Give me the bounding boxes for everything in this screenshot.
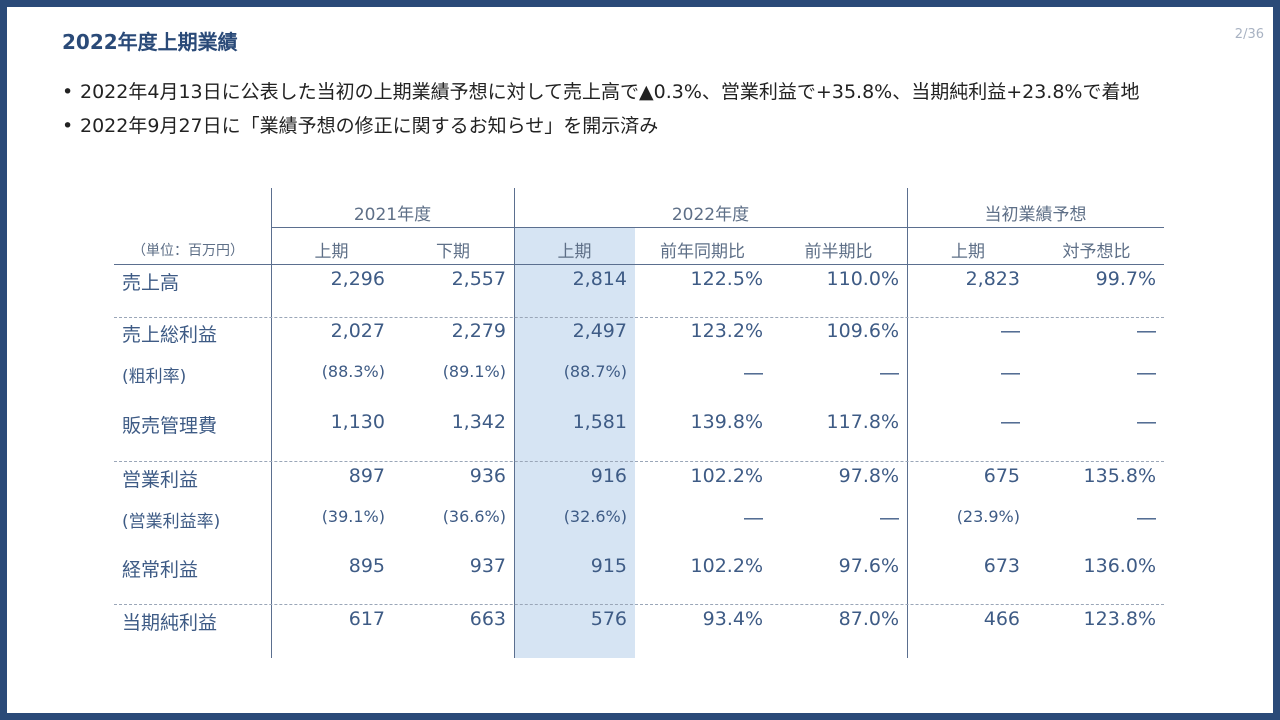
table-cell: 102.2%	[690, 555, 763, 577]
column-divider	[907, 188, 908, 658]
table-cell: ―	[880, 507, 899, 529]
col-header: 前年同期比	[660, 242, 745, 262]
table-cell: 1,342	[451, 411, 506, 433]
row-separator	[114, 317, 1164, 318]
col-header: 対予想比	[1062, 242, 1131, 262]
table-cell: ―	[744, 362, 763, 384]
header-bottom-line	[114, 264, 1164, 265]
bullet-dot: •	[62, 81, 74, 103]
table-cell: 675	[983, 465, 1020, 487]
table-cell: (88.3%)	[321, 362, 385, 381]
table-cell: 2,557	[451, 268, 506, 290]
table-cell: 1,130	[330, 411, 385, 433]
table-cell: (32.6%)	[563, 507, 627, 526]
table-cell: 617	[348, 608, 385, 630]
table-cell: 2,823	[965, 268, 1020, 290]
table-cell: 915	[590, 555, 627, 577]
table-cell: ―	[1137, 320, 1156, 342]
table-cell: (88.7%)	[563, 362, 627, 381]
table-cell: 135.8%	[1083, 465, 1156, 487]
table-cell: 895	[348, 555, 385, 577]
bullet-dot: •	[62, 115, 74, 137]
table-cell: 2,497	[572, 320, 627, 342]
group-header-2021: 2021年度	[353, 205, 432, 225]
table-cell: 663	[469, 608, 506, 630]
table-cell: 117.8%	[826, 411, 899, 433]
table-cell: (23.9%)	[956, 507, 1020, 526]
table-cell: 136.0%	[1083, 555, 1156, 577]
table-cell: ―	[880, 362, 899, 384]
highlight-column	[514, 228, 635, 658]
table-cell: 123.8%	[1083, 608, 1156, 630]
row-label: 販売管理費	[122, 415, 218, 437]
row-label: 売上高	[122, 272, 180, 294]
table-cell: 97.6%	[838, 555, 899, 577]
table-cell: 916	[590, 465, 627, 487]
group-header-forecast: 当初業績予想	[984, 205, 1087, 225]
table-cell: 102.2%	[690, 465, 763, 487]
table-cell: (36.6%)	[442, 507, 506, 526]
column-divider	[514, 188, 515, 658]
table-cell: 139.8%	[690, 411, 763, 433]
group-header-2022: 2022年度	[671, 205, 750, 225]
col-header: 前半期比	[804, 242, 873, 262]
table-cell: 937	[469, 555, 506, 577]
table-cell: 673	[983, 555, 1020, 577]
table-cell: 123.2%	[690, 320, 763, 342]
table-cell: ―	[744, 507, 763, 529]
page-number: 2/36	[1234, 27, 1264, 42]
row-label: (営業利益率)	[122, 512, 221, 532]
bullet-item: • 2022年9月27日に「業績予想の修正に関するお知らせ」を開示済み	[62, 112, 1162, 140]
row-separator	[114, 604, 1164, 605]
table-cell: ―	[1137, 411, 1156, 433]
bullet-list: • 2022年4月13日に公表した当初の上期業績予想に対して売上高で▲0.3%、…	[62, 78, 1162, 146]
row-separator	[114, 461, 1164, 462]
table-cell: 110.0%	[826, 268, 899, 290]
bullet-item: • 2022年4月13日に公表した当初の上期業績予想に対して売上高で▲0.3%、…	[62, 78, 1162, 106]
table-cell: 2,027	[330, 320, 385, 342]
row-label: 当期純利益	[122, 612, 218, 634]
row-label: (粗利率)	[122, 367, 187, 387]
table-cell: ―	[1137, 507, 1156, 529]
table-cell: 1,581	[572, 411, 627, 433]
bullet-text: 2022年9月27日に「業績予想の修正に関するお知らせ」を開示済み	[80, 115, 659, 137]
bullet-text: 2022年4月13日に公表した当初の上期業績予想に対して売上高で▲0.3%、営業…	[80, 81, 1140, 103]
slide-title: 2022年度上期業績	[62, 30, 238, 54]
table-cell: 936	[469, 465, 506, 487]
table-cell: ―	[1001, 411, 1020, 433]
row-label: 営業利益	[122, 469, 199, 491]
col-header: 上期	[314, 242, 349, 262]
table-cell: (89.1%)	[442, 362, 506, 381]
table-cell: 466	[983, 608, 1020, 630]
row-label: 経常利益	[122, 559, 199, 581]
table-cell: 97.8%	[838, 465, 899, 487]
table-cell: (39.1%)	[321, 507, 385, 526]
table-cell: 99.7%	[1095, 268, 1156, 290]
table-cell: ―	[1137, 362, 1156, 384]
table-cell: 93.4%	[702, 608, 763, 630]
table-cell: 576	[590, 608, 627, 630]
table-cell: 2,279	[451, 320, 506, 342]
unit-label: （単位：百万円）	[132, 243, 244, 259]
col-header: 上期	[557, 242, 592, 262]
col-header: 下期	[436, 242, 470, 262]
table-cell: ―	[1001, 320, 1020, 342]
table-cell: 897	[348, 465, 385, 487]
column-divider	[271, 188, 272, 658]
table-cell: ―	[1001, 362, 1020, 384]
table-cell: 2,296	[330, 268, 385, 290]
table-cell: 2,814	[572, 268, 627, 290]
table-cell: 87.0%	[838, 608, 899, 630]
table-cell: 109.6%	[826, 320, 899, 342]
table-cell: 122.5%	[690, 268, 763, 290]
row-label: 売上総利益	[122, 324, 218, 346]
header-divider	[271, 227, 1164, 228]
col-header: 上期	[951, 242, 985, 262]
results-table: 2021年度 2022年度 当初業績予想 （単位：百万円） 上期 下期 上期 前…	[114, 188, 1164, 658]
